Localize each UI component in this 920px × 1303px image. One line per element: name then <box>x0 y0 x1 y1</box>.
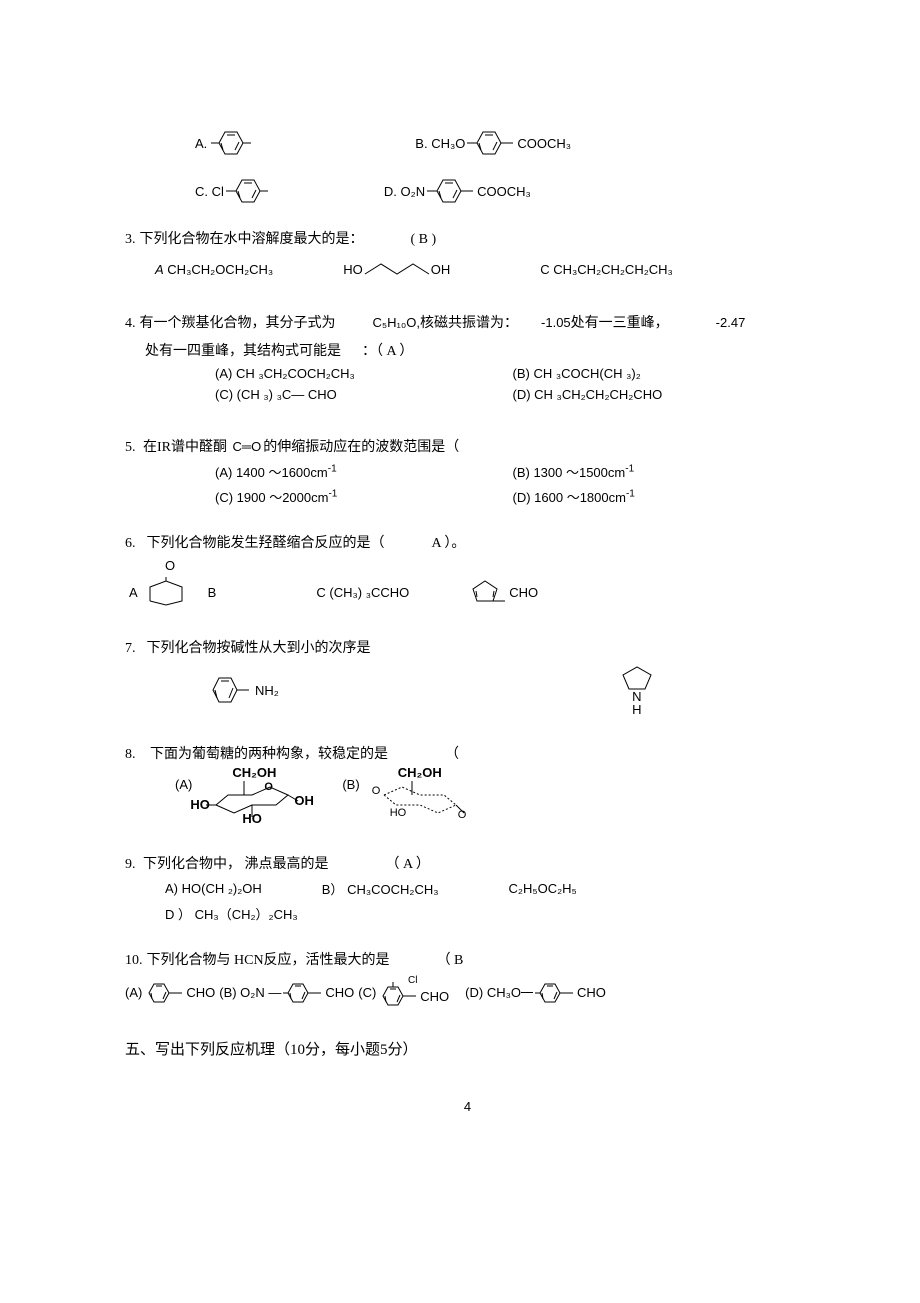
q3-opt-b: HO OH <box>343 260 450 278</box>
benzene-icon <box>224 174 282 208</box>
q4-stem-1: 4.有一个羰基化合物，其分子式为 C₅H₁₀O,核磁共振谱为： -1.05处有一… <box>125 312 810 332</box>
q9-opt-c: C₂H₅OC₂H₅ <box>509 881 577 896</box>
q6-o: O <box>125 558 810 575</box>
q4-stem-2: 处有一四重峰，其结构式可能是 ：（ A ） <box>125 340 810 360</box>
q10-options: (A) CHO (B) O₂N — CHO (C) Cl <box>125 975 810 1010</box>
q3-answer: ( B ) <box>411 232 437 247</box>
q6-answer: A ）。 <box>432 536 466 551</box>
benzene-icon <box>465 126 517 160</box>
q7-opt-a: NH₂ <box>205 672 279 708</box>
q5-opt-d: (D) 1600 ～1800cm-1 <box>513 487 811 506</box>
q10-stem: 10.下列化合物与 HCN反应，活性最大的是 （ B <box>125 949 810 969</box>
q6-opt-a: A <box>129 585 138 600</box>
q7-options: NH₂ N H <box>125 663 810 717</box>
q6-opt-b: B <box>208 585 217 600</box>
q6-options: A B C (CH₃) ₃CCHO CHO <box>125 577 810 607</box>
zigzag-icon <box>363 260 431 278</box>
q10-a-label: (A) <box>125 985 142 1000</box>
q10-opt-c: Cl CHO <box>376 975 449 1010</box>
q2-b-left: CH₃O <box>431 136 465 151</box>
q8-number: 8. <box>125 747 136 762</box>
q8-opt-b: CH₂OH O HO O <box>370 769 480 825</box>
q2-option-b: B. CH₃O COOCH₃ <box>415 126 571 160</box>
q9-number: 9. <box>125 857 136 872</box>
q2-row-2: C. Cl D. O₂N COOCH₃ <box>125 174 810 208</box>
q6-opt-d: CHO <box>469 577 538 607</box>
q3-opt-c: C CH₃CH₂CH₂CH₂CH₃ <box>540 262 673 277</box>
benzene-icon <box>205 672 255 708</box>
q7-number: 7. <box>125 641 136 656</box>
q5-options: (A) 1400 ～1600cm-1 (C) 1900 ～2000cm-1 (B… <box>125 462 810 506</box>
q2-d-right: COOCH₃ <box>477 184 531 199</box>
q5-opt-b: (B) 1300 ～1500cm-1 <box>513 462 811 481</box>
q4-opt-a: (A) CH ₃CH₂COCH₂CH₃ <box>215 366 513 381</box>
q9-opt-b: B） CH₃COCH₂CH₃ <box>322 879 439 898</box>
q3-number: 3. <box>125 232 136 247</box>
q5-number: 5. <box>125 440 136 455</box>
q6-number: 6. <box>125 536 136 551</box>
bond-icon <box>521 992 533 993</box>
q9-stem: 9. 下列化合物中， 沸点最高的是 （ A ） <box>125 853 810 873</box>
q2-option-d: D. O₂N COOCH₃ <box>384 174 531 208</box>
q2-option-a: A. <box>195 126 275 160</box>
q7-opt-b: N H <box>619 663 655 717</box>
q9-opt-d: D ） CH₃（CH₂）₂CH₃ <box>165 904 298 923</box>
q6-stem: 6. 下列化合物能发生羟醛缩合反应的是（ A ）。 <box>125 532 810 552</box>
benzene-icon <box>425 174 477 208</box>
q10-d-label: (D) CH₃O <box>465 985 521 1000</box>
q3-stem: 3.下列化合物在水中溶解度最大的是： ( B ) <box>125 228 810 248</box>
label-D: D. <box>384 184 401 199</box>
q2-d-left: O₂N <box>401 184 426 199</box>
q10-c-label: (C) <box>358 985 376 1000</box>
benzene-icon <box>207 126 275 160</box>
label-C: C. <box>195 184 212 199</box>
furan-icon <box>469 577 509 607</box>
section-5-title: 五、写出下列反应机理（10分，每小题5分） <box>125 1038 810 1059</box>
q4-opt-b: (B) CH ₃COCH(CH ₃)₂ <box>513 366 811 381</box>
benzene-icon <box>142 979 186 1007</box>
q9-answer: （ A ） <box>386 857 430 872</box>
benzene-icon <box>376 982 420 1010</box>
q5-opt-c: (C) 1900 ～2000cm-1 <box>215 487 513 506</box>
q7-stem: 7. 下列化合物按碱性从大到小的次序是 <box>125 637 810 657</box>
q8-opt-a: CH₂OH HO O OH HO <box>202 769 312 825</box>
q4-answer: ：（ A ） <box>362 344 413 359</box>
q6-opt-c: C (CH₃) ₃CCHO <box>316 585 409 600</box>
label-A: A. <box>195 136 207 151</box>
q2-option-c: C. Cl <box>195 174 282 208</box>
q9-opt-a: A) HO(CH ₂)₂OH <box>165 881 262 896</box>
q10-answer: （ B <box>437 953 464 968</box>
q8-a-label: (A) <box>175 777 192 792</box>
page-number: 4 <box>125 1099 810 1114</box>
q4-opt-c: (C) (CH ₃) ₃C— CHO <box>215 387 513 402</box>
q4-opt-d: (D) CH ₃CH₂CH₂CH₂CHO <box>513 387 811 402</box>
q3-options: A CH₃CH₂OCH₂CH₃ HO OH C CH₃CH₂CH₂CH₂CH₃ <box>125 260 810 278</box>
q5-opt-a: (A) 1400 ～1600cm-1 <box>215 462 513 481</box>
q2-row-1: A. B. CH₃O COOCH₃ <box>125 126 810 160</box>
label-B: B. <box>415 136 431 151</box>
q8-b-label: (B) <box>342 777 359 792</box>
q2-c-left: Cl <box>212 184 224 199</box>
q10-b-label: (B) O₂N — <box>219 985 281 1000</box>
q3-opt-a: A CH₃CH₂OCH₂CH₃ <box>155 262 273 277</box>
benzene-icon <box>281 979 325 1007</box>
q8-options: (A) CH₂OH HO O OH HO (B) CH₂OH O <box>125 769 810 825</box>
q9-options-1: A) HO(CH ₂)₂OH B） CH₃COCH₂CH₃ C₂H₅OC₂H₅ <box>125 879 810 898</box>
q9-options-2: D ） CH₃（CH₂）₂CH₃ <box>125 904 810 923</box>
q5-stem: 5. 在IR谱中醛酮 C═O的伸缩振动应在的波数范围是（ <box>125 436 810 456</box>
q4-number: 4. <box>125 316 136 331</box>
q2-b-right: COOCH₃ <box>517 136 571 151</box>
q8-stem: 8. 下面为葡萄糖的两种构象，较稳定的是 （ <box>125 743 810 763</box>
q10-number: 10. <box>125 953 143 968</box>
benzene-icon <box>533 979 577 1007</box>
cyclohex-icon <box>144 577 188 607</box>
q4-options: (A) CH ₃CH₂COCH₂CH₃ (C) (CH ₃) ₃C— CHO (… <box>125 366 810 402</box>
